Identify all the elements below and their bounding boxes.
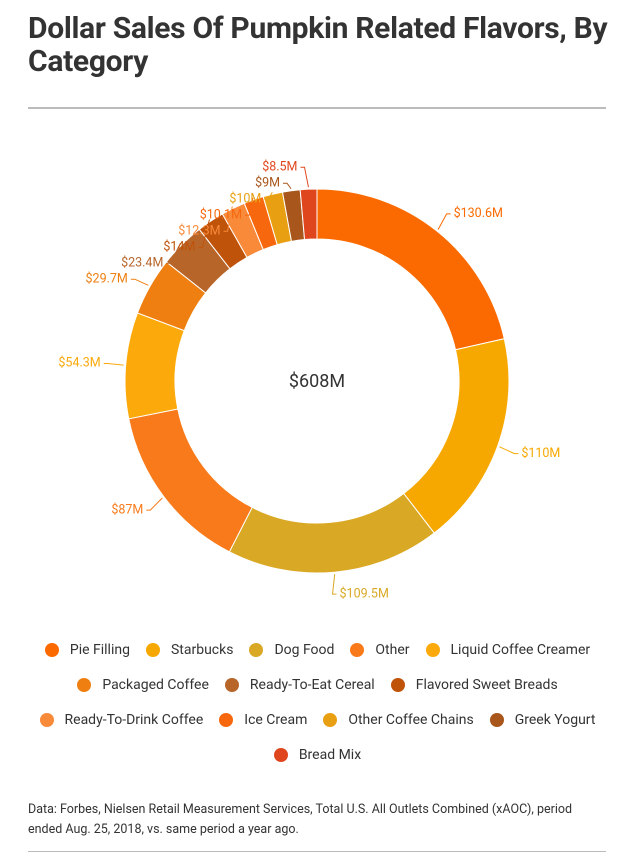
chart: $608M $130.6M $110M $109.5M $87M $54.3M $29.7… (58, 160, 560, 602)
leader-line (300, 166, 309, 188)
legend-item[interactable]: Other Coffee Chains (323, 710, 474, 729)
legend-label: Liquid Coffee Creamer (450, 641, 591, 658)
legend-swatch (489, 712, 504, 727)
leader-line (245, 197, 254, 216)
legend-swatch (145, 642, 160, 657)
legend-item[interactable]: Packaged Coffee (77, 675, 209, 694)
donut-segment (128, 408, 253, 553)
legend-label: Starbucks (170, 641, 234, 658)
donut-segment (124, 312, 185, 420)
legend-item[interactable]: Liquid Coffee Creamer (425, 640, 591, 659)
legend-label: Greek Yogurt (514, 711, 596, 728)
legend-item[interactable]: Starbucks (145, 640, 234, 659)
value-label: $14M (163, 240, 195, 255)
legend-item[interactable]: Other (350, 640, 410, 659)
legend-label: Pie Filling (69, 641, 130, 658)
legend-item[interactable]: Pie Filling (44, 640, 130, 659)
value-label: $10.1M (200, 208, 242, 223)
legend: Pie Filling Starbucks Dog Food Other Liquid … (30, 640, 605, 764)
legend-swatch (350, 642, 365, 657)
legend-item[interactable]: Ice Cream (219, 710, 307, 729)
legend-label: Other (375, 641, 410, 658)
chart-title: Dollar Sales Of Pumpkin Related Flavors,… (28, 11, 608, 79)
center-label: $608M (289, 371, 345, 392)
donut-segment (228, 492, 435, 574)
leader-line (264, 191, 273, 200)
legend-swatch (323, 712, 338, 727)
leader-line (223, 206, 233, 232)
legend-swatch (219, 712, 234, 727)
leader-line (166, 242, 181, 264)
leader-line (130, 278, 149, 286)
leader-line (103, 362, 124, 366)
leader-line (198, 219, 210, 248)
legend-swatch (77, 677, 92, 692)
legend-item[interactable]: Bread Mix (273, 745, 362, 764)
legend-item[interactable]: Flavored Sweet Breads (390, 675, 558, 694)
value-label: $23.4M (121, 256, 163, 271)
leader-line (331, 574, 337, 595)
legend-item[interactable]: Ready-To-Eat Cereal (224, 675, 375, 694)
legend-label: Ready-To-Drink Coffee (64, 711, 204, 728)
legend-label: Bread Mix (298, 746, 362, 763)
value-label: $110M (521, 446, 560, 461)
divider (28, 107, 606, 109)
leader-line (437, 213, 451, 230)
source-note: Data: Forbes, Nielsen Retail Measurement… (28, 802, 573, 837)
value-label: $54.3M (58, 356, 100, 371)
legend-label: Flavored Sweet Breads (415, 676, 558, 693)
value-label: $10M (229, 192, 261, 207)
legend-label: Dog Food (274, 641, 335, 658)
legend-item[interactable]: Greek Yogurt (489, 710, 596, 729)
legend-swatch (390, 677, 405, 692)
leader-line (499, 446, 519, 455)
value-label: $87M (111, 502, 143, 517)
value-label: $8.5M (262, 160, 297, 175)
leader-line (283, 182, 292, 190)
legend-swatch (224, 677, 239, 692)
value-label: $12.3M (178, 224, 220, 239)
leader-line (146, 497, 163, 511)
donut-segment (299, 188, 318, 241)
value-label: $29.7M (86, 272, 128, 287)
legend-item[interactable]: Dog Food (249, 640, 334, 659)
legend-label: Packaged Coffee (102, 676, 209, 693)
value-label: $109.5M (340, 586, 389, 601)
legend-label: Ice Cream (244, 711, 308, 728)
legend-label: Other Coffee Chains (348, 711, 474, 728)
legend-item[interactable]: Ready-To-Drink Coffee (39, 710, 204, 729)
donut-segment (403, 338, 510, 534)
legend-swatch (273, 747, 288, 762)
legend-swatch (39, 712, 54, 727)
value-label: $9M (255, 176, 280, 191)
divider (28, 851, 606, 852)
legend-label: Ready-To-Eat Cereal (249, 676, 375, 693)
legend-swatch (44, 642, 59, 657)
legend-swatch (249, 642, 264, 657)
legend-swatch (425, 642, 440, 657)
value-label: $130.6M (454, 206, 503, 221)
